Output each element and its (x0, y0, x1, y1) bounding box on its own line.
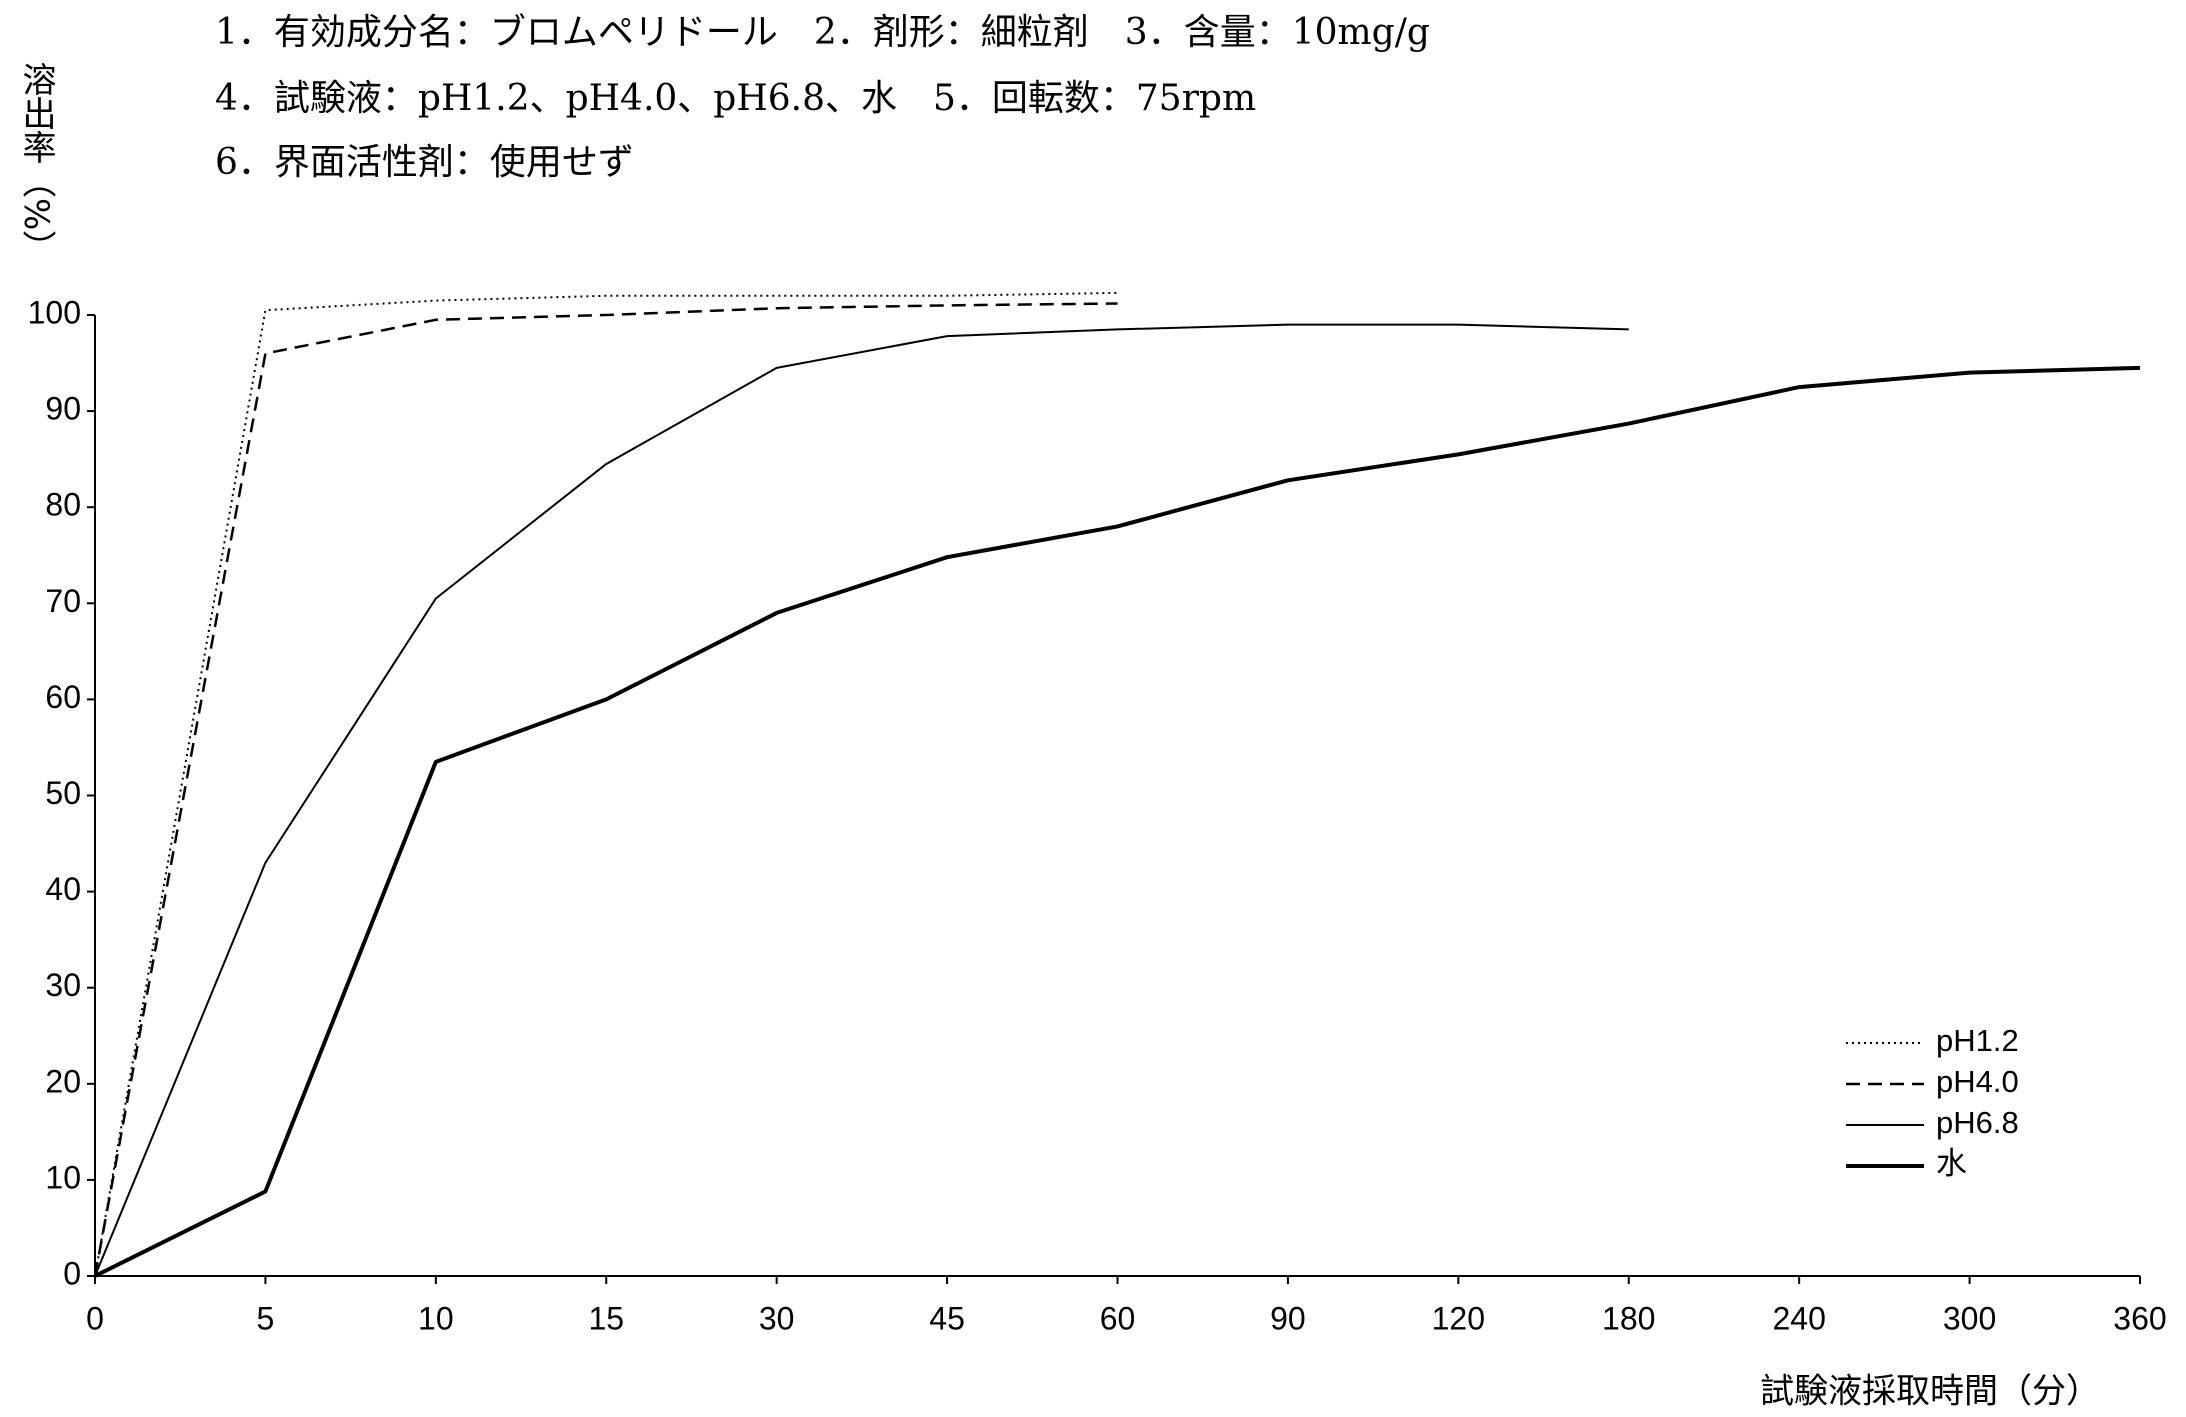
y-tick-label: 30 (45, 967, 81, 1003)
x-axis-label: 試験液採取時間（分） (1760, 1372, 2100, 1412)
y-tick-label: 50 (45, 775, 81, 811)
y-tick-label: 0 (63, 1255, 81, 1291)
header-line: 6．界面活性剤：使用せず (215, 142, 634, 183)
x-tick-label: 5 (257, 1300, 275, 1336)
y-tick-label: 90 (45, 391, 81, 427)
y-tick-label: 40 (45, 871, 81, 907)
x-tick-label: 15 (588, 1300, 624, 1336)
series-line (94, 365, 2141, 1278)
series-line (93, 302, 1118, 1277)
y-tick-label: 10 (45, 1159, 81, 1195)
x-tick-label: 10 (418, 1300, 454, 1336)
legend-label: pH6.8 (1936, 1105, 2019, 1140)
x-tick-label: 45 (929, 1300, 965, 1336)
x-tick-label: 30 (759, 1300, 795, 1336)
y-tick-label: 60 (45, 679, 81, 715)
series-line (94, 291, 1118, 1277)
y-tick-label: 70 (45, 583, 81, 619)
header-line: 1．有効成分名：ブロムペリドール 2．剤形：細粒剤 3．含量：10mg/g (215, 12, 1430, 53)
y-tick-label: 100 (28, 294, 81, 330)
x-tick-label: 240 (1772, 1300, 1825, 1336)
x-tick-label: 300 (1943, 1300, 1996, 1336)
legend-label: pH4.0 (1936, 1064, 2019, 1099)
y-axis-label: 溶出率（%） (16, 62, 56, 264)
series-line (94, 323, 1629, 1277)
legend-label: 水 (1936, 1146, 1967, 1181)
y-tick-label: 80 (45, 487, 81, 523)
x-tick-label: 180 (1602, 1300, 1655, 1336)
x-tick-label: 0 (86, 1300, 104, 1336)
y-tick-label: 20 (45, 1063, 81, 1099)
legend-label: pH1.2 (1936, 1023, 2019, 1058)
header-line: 4．試験液：pH1.2、pH4.0、pH6.8、水 5．回転数：75rpm (215, 78, 1256, 119)
x-tick-label: 120 (1432, 1300, 1485, 1336)
x-tick-label: 360 (2113, 1300, 2166, 1336)
x-tick-label: 90 (1270, 1300, 1306, 1336)
x-tick-label: 60 (1100, 1300, 1136, 1336)
